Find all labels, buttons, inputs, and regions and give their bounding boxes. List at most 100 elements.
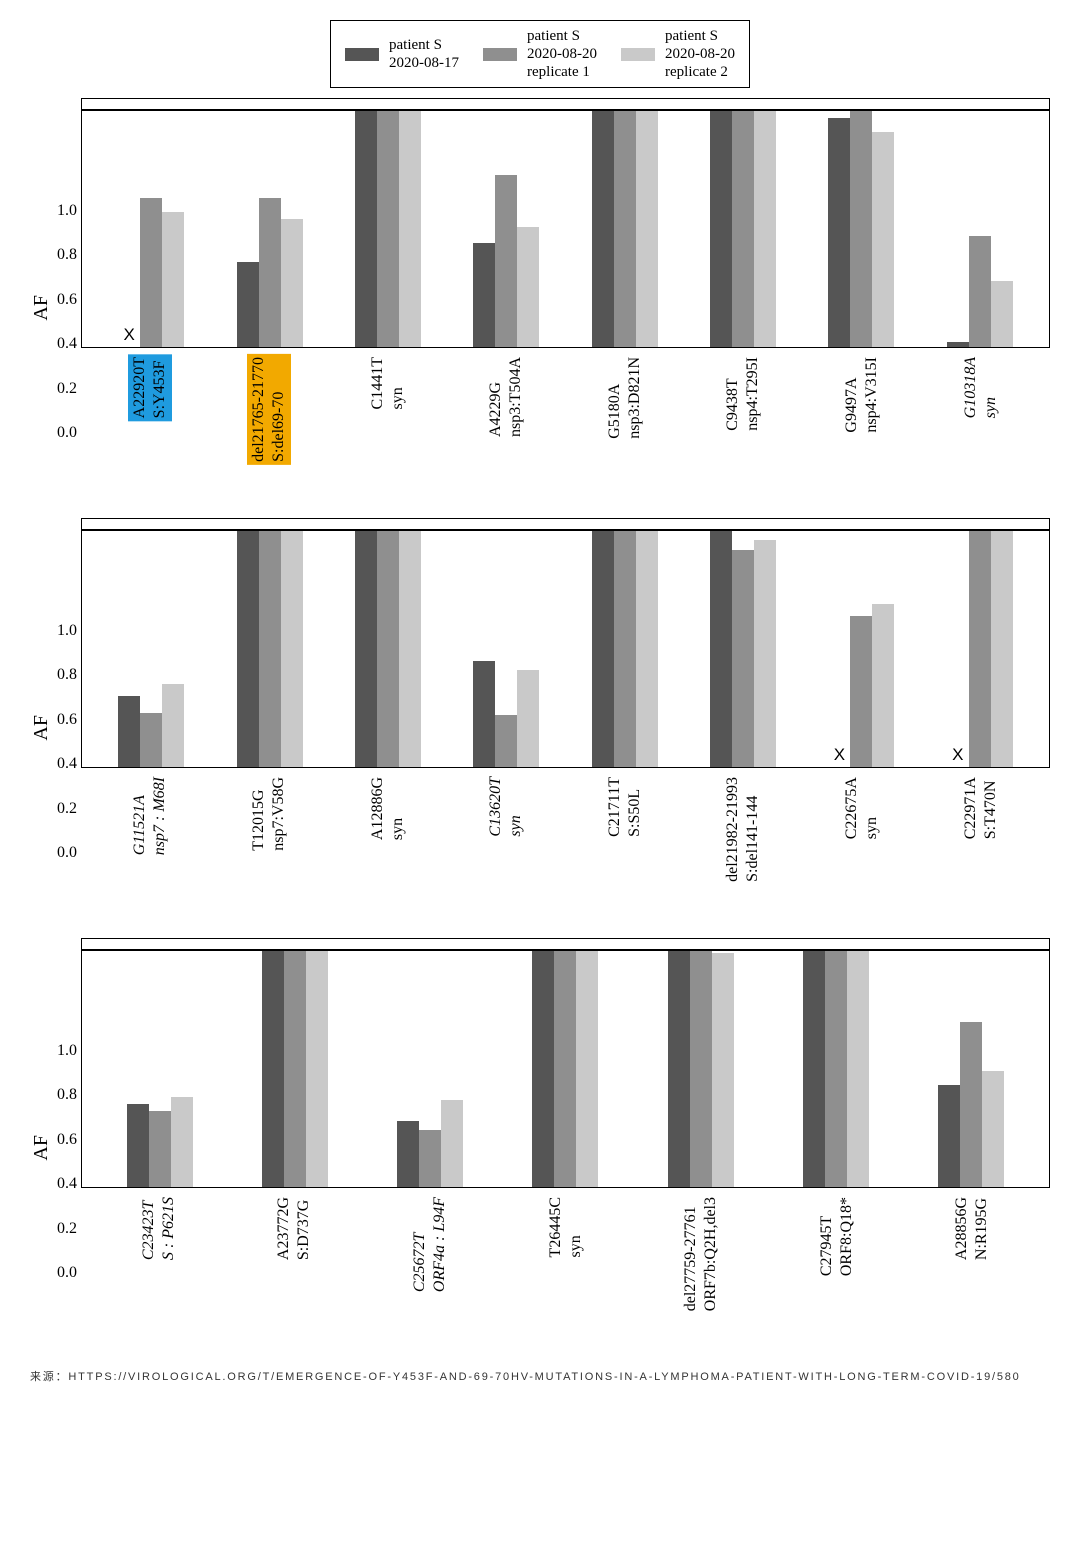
bar: [872, 132, 894, 347]
x-label: G11521Ansp7 : M68I: [128, 774, 172, 858]
bar-group: [363, 939, 498, 1187]
bar: [377, 111, 399, 347]
bar: [473, 243, 495, 347]
x-label-slot: C25672TORF4a : L94F: [362, 1188, 498, 1358]
x-label-slot: G11521Ansp7 : M68I: [91, 768, 210, 938]
bar: [982, 1071, 1004, 1187]
x-label: C13620Tsyn: [484, 774, 528, 840]
y-tick: 0.8: [57, 667, 77, 683]
bar-group: [447, 519, 565, 767]
x-label-slot: G5180Ansp3:D821N: [566, 348, 685, 518]
bar-group: [802, 99, 920, 347]
legend-item: patient S2020-08-20replicate 2: [621, 27, 735, 81]
x-labels: G11521Ansp7 : M68IT12015Gnsp7:V58GA12886…: [81, 768, 1050, 938]
y-tick: 0.0: [57, 845, 77, 861]
x-label-slot: C1441Tsyn: [328, 348, 447, 518]
bar: [710, 531, 732, 767]
bar-group: [684, 99, 802, 347]
bar: [636, 111, 658, 347]
y-tick: 0.6: [57, 292, 77, 308]
y-axis-label: AF: [30, 715, 53, 741]
bar-group: [684, 519, 802, 767]
missing-marker: X: [124, 325, 135, 345]
x-label-slot: A12886Gsyn: [328, 768, 447, 938]
bar: [825, 951, 847, 1187]
bar: [614, 111, 636, 347]
plot-wrap: C23423TS : P621SA23772GS:D737GC25672TORF…: [81, 938, 1050, 1358]
bar: [517, 670, 539, 767]
y-ticks: 0.00.20.40.60.81.0: [57, 183, 81, 433]
bar: [969, 531, 991, 767]
bar-group: [210, 519, 328, 767]
bar: [850, 616, 872, 767]
x-label-slot: C22971AS:T470N: [921, 768, 1040, 938]
x-label: C25672TORF4a : L94F: [408, 1194, 452, 1295]
x-label-slot: G10318Asyn: [921, 348, 1040, 518]
x-label: C27945TORF8:Q18*: [815, 1194, 859, 1279]
bar: [732, 550, 754, 767]
x-label: C22675Asyn: [840, 774, 884, 842]
bar-group: [227, 939, 362, 1187]
x-label-slot: C21711TS:S50L: [566, 768, 685, 938]
bar: [668, 951, 690, 1187]
bar: [636, 531, 658, 767]
x-label-slot: del21765-21770S:del69-70: [210, 348, 329, 518]
bar: [710, 111, 732, 347]
bar: [281, 219, 303, 347]
bar-group: [498, 939, 633, 1187]
legend-item: patient S2020-08-17: [345, 27, 459, 81]
bar: [237, 262, 259, 347]
x-label: G10318Asyn: [959, 354, 1003, 421]
legend-item: patient S2020-08-20replicate 1: [483, 27, 597, 81]
bar: [712, 953, 734, 1187]
x-label-slot: A23772GS:D737G: [227, 1188, 363, 1358]
bar: [162, 684, 184, 767]
bar: [732, 111, 754, 347]
x-label: A4229Gnsp3:T504A: [484, 354, 528, 440]
bar: [441, 1100, 463, 1187]
y-tick: 0.0: [57, 1265, 77, 1281]
bar: [592, 531, 614, 767]
y-tick: 0.4: [57, 1176, 77, 1192]
bar: [397, 1121, 419, 1187]
bar: [960, 1022, 982, 1187]
x-label: del27759-27761ORF7b:Q2H,del3: [679, 1194, 723, 1314]
bar: [850, 111, 872, 347]
bar: [118, 696, 140, 767]
x-label-slot: C13620Tsyn: [447, 768, 566, 938]
bar: [847, 951, 869, 1187]
bar: [828, 118, 850, 347]
source-url: HTTPS://VIROLOGICAL.ORG/T/EMERGENCE-OF-Y…: [68, 1371, 1020, 1383]
y-ticks: 0.00.20.40.60.81.0: [57, 603, 81, 853]
y-axis-label: AF: [30, 1135, 53, 1161]
bar: [140, 198, 162, 347]
x-label: C9438Tnsp4:T295I: [721, 354, 765, 434]
y-tick: 0.4: [57, 756, 77, 772]
bar-group: X: [921, 519, 1039, 767]
bar-group: [329, 519, 447, 767]
y-tick: 0.8: [57, 1087, 77, 1103]
bar-group: [904, 939, 1039, 1187]
x-label-slot: T26445Csyn: [498, 1188, 634, 1358]
y-tick: 1.0: [57, 203, 77, 219]
legend-label: patient S2020-08-17: [389, 36, 459, 72]
plot-wrap: X A22920TS:Y453Fdel21765-21770S:del69-70 C…: [81, 98, 1050, 518]
bar: [140, 713, 162, 767]
y-axis-label: AF: [30, 295, 53, 321]
x-label-slot: A22920TS:Y453F: [91, 348, 210, 518]
bar-group: [633, 939, 768, 1187]
y-tick: 0.6: [57, 1132, 77, 1148]
y-tick: 0.6: [57, 712, 77, 728]
bar: [162, 212, 184, 347]
x-label: del21982-21993S:del141-144: [721, 774, 765, 885]
y-axis: AF0.00.20.40.60.81.0: [30, 518, 81, 938]
bar: [803, 951, 825, 1187]
bar: [284, 951, 306, 1187]
y-axis: AF0.00.20.40.60.81.0: [30, 938, 81, 1358]
x-labels: C23423TS : P621SA23772GS:D737GC25672TORF…: [81, 1188, 1050, 1358]
y-tick: 1.0: [57, 623, 77, 639]
bar: [399, 531, 421, 767]
x-label: C1441Tsyn: [366, 354, 410, 412]
bar: [399, 111, 421, 347]
bar: [554, 951, 576, 1187]
